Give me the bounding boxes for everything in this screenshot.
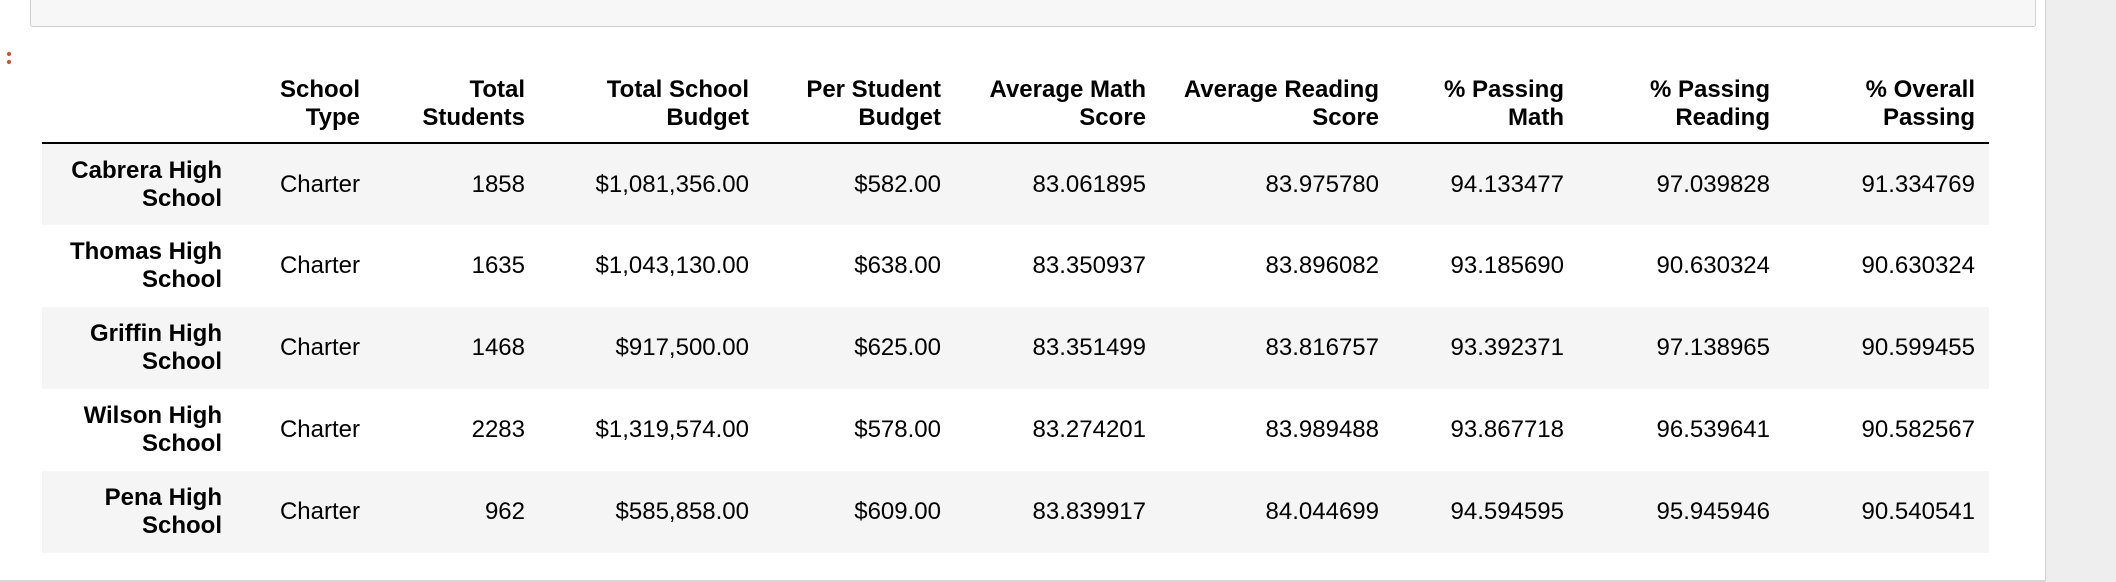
cell-total-students: 1468: [471, 334, 525, 361]
header-label: % Passing Reading: [1649, 76, 1770, 131]
output-collapse-handle[interactable]: [7, 52, 13, 70]
header-label: Total School Budget: [606, 76, 749, 131]
table-row: Cabrera High School Charter 1858 $1,081,…: [42, 143, 1989, 225]
cell-per-student-budget: $582.00: [854, 170, 941, 198]
cell-overall-passing: 90.630324: [1861, 252, 1975, 279]
header-average-reading-score: Average Reading Score: [1160, 70, 1393, 144]
cell-average-reading: 83.975780: [1265, 170, 1379, 198]
cell-per-student-budget: $625.00: [854, 334, 941, 361]
cell-passing-math: 93.867718: [1450, 416, 1564, 443]
cell-school-type: Charter: [279, 416, 360, 443]
cell-school-type: Charter: [279, 252, 360, 279]
cell-total-students: 1635: [471, 252, 525, 279]
cell-bottom-border: [0, 580, 2046, 582]
cell-per-student-budget: $638.00: [854, 252, 941, 279]
cell-average-reading: 83.896082: [1265, 252, 1379, 279]
cell-passing-math: 93.392371: [1450, 334, 1564, 361]
cell-average-math: 83.274201: [1032, 416, 1146, 443]
table-row: Pena High School Charter 962 $585,858.00…: [42, 471, 1989, 553]
dataframe-table: School Type Total Students Total School …: [42, 70, 1989, 553]
cell-total-budget: $1,319,574.00: [595, 416, 749, 443]
cell-total-students: 962: [484, 498, 525, 525]
cell-total-budget: $917,500.00: [615, 334, 749, 361]
cell-overall-passing: 90.540541: [1861, 498, 1975, 525]
cell-overall-passing: 90.599455: [1861, 334, 1975, 361]
header-passing-math: % Passing Math: [1393, 70, 1578, 144]
header-label: Average Math Score: [989, 76, 1147, 131]
notebook-cell-output: School Type Total Students Total School …: [0, 0, 2046, 582]
cell-total-students: 1858: [471, 170, 525, 198]
cell-average-reading: 84.044699: [1265, 498, 1379, 525]
cell-average-math: 83.351499: [1032, 334, 1146, 361]
cell-school-type: Charter: [279, 498, 360, 525]
row-index-school: Wilson High School: [83, 402, 222, 457]
header-label: Per Student Budget: [806, 76, 941, 131]
table-body: Cabrera High School Charter 1858 $1,081,…: [42, 143, 1989, 553]
cell-average-math: 83.061895: [1032, 170, 1146, 198]
cell-passing-math: 94.594595: [1450, 498, 1564, 525]
row-index-school: Pena High School: [104, 484, 222, 539]
cell-average-reading: 83.989488: [1265, 416, 1379, 443]
cell-school-type: Charter: [279, 170, 360, 198]
cell-overall-passing: 91.334769: [1861, 170, 1975, 198]
cell-total-budget: $1,043,130.00: [595, 252, 749, 279]
cell-per-student-budget: $578.00: [854, 416, 941, 443]
header-average-math-score: Average Math Score: [955, 70, 1160, 144]
header-index: [42, 70, 236, 144]
row-index-school: Cabrera High School: [71, 156, 222, 212]
row-index-school: Thomas High School: [69, 238, 222, 293]
cell-average-math: 83.839917: [1032, 498, 1146, 525]
header-row: School Type Total Students Total School …: [42, 70, 1989, 144]
cell-passing-reading: 90.630324: [1656, 252, 1770, 279]
header-total-students: Total Students: [374, 70, 539, 144]
cell-passing-reading: 96.539641: [1656, 416, 1770, 443]
header-total-school-budget: Total School Budget: [539, 70, 763, 144]
cell-passing-math: 93.185690: [1450, 252, 1564, 279]
table-row: Thomas High School Charter 1635 $1,043,1…: [42, 225, 1989, 307]
cell-passing-reading: 97.039828: [1656, 170, 1770, 198]
cell-per-student-budget: $609.00: [854, 498, 941, 525]
cell-total-budget: $585,858.00: [615, 498, 749, 525]
header-overall-passing: % Overall Passing: [1784, 70, 1989, 144]
collapse-dot: [7, 60, 11, 64]
cell-passing-math: 94.133477: [1450, 170, 1564, 198]
cell-average-math: 83.350937: [1032, 252, 1146, 279]
cell-total-students: 2283: [471, 416, 525, 443]
table-row: Griffin High School Charter 1468 $917,50…: [42, 307, 1989, 389]
cell-passing-reading: 95.945946: [1656, 498, 1770, 525]
cell-overall-passing: 90.582567: [1861, 416, 1975, 443]
table-row: Wilson High School Charter 2283 $1,319,5…: [42, 389, 1989, 471]
header-school-type: School Type: [236, 70, 374, 144]
collapse-dot: [7, 52, 11, 56]
cell-input-area[interactable]: [30, 0, 2036, 27]
cell-passing-reading: 97.138965: [1656, 334, 1770, 361]
cell-total-budget: $1,081,356.00: [595, 170, 749, 198]
row-index-school: Griffin High School: [90, 320, 222, 375]
header-passing-reading: % Passing Reading: [1578, 70, 1784, 144]
header-label: % Passing Math: [1443, 76, 1564, 131]
cell-average-reading: 83.816757: [1265, 334, 1379, 361]
header-label: Average Reading Score: [1183, 76, 1379, 131]
header-label: School Type: [279, 76, 360, 131]
table-header: School Type Total Students Total School …: [42, 70, 1989, 144]
cell-school-type: Charter: [279, 334, 360, 361]
header-label: Total Students: [422, 76, 525, 131]
header-per-student-budget: Per Student Budget: [763, 70, 955, 144]
header-label: % Overall Passing: [1865, 76, 1975, 131]
